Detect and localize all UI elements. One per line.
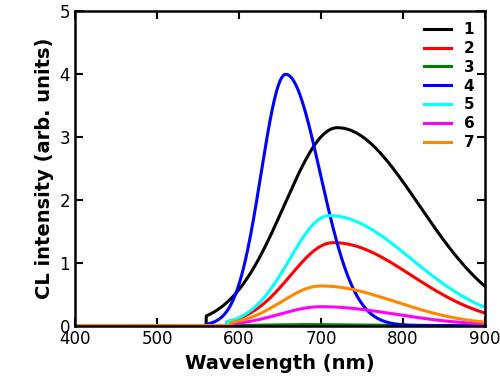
3 — [247, 323, 253, 327]
7 — [72, 323, 78, 328]
7 — [143, 323, 149, 328]
4 — [229, 300, 235, 304]
4 — [430, 323, 436, 328]
3 — [229, 323, 235, 328]
5 — [482, 305, 488, 310]
6 — [229, 321, 235, 326]
5 — [326, 213, 332, 218]
5 — [119, 323, 125, 328]
5 — [430, 274, 436, 278]
7 — [474, 319, 480, 324]
6 — [430, 317, 436, 322]
7 — [482, 320, 488, 324]
7 — [247, 316, 253, 320]
Line: 1: 1 — [75, 128, 485, 326]
Legend: 1, 2, 3, 4, 5, 6, 7: 1, 2, 3, 4, 5, 6, 7 — [418, 16, 480, 156]
5 — [229, 318, 235, 322]
3 — [119, 323, 125, 328]
3 — [302, 322, 308, 327]
7 — [229, 320, 235, 325]
2 — [119, 323, 125, 328]
2 — [482, 311, 488, 315]
4 — [474, 323, 480, 328]
4 — [119, 323, 125, 328]
3 — [482, 323, 488, 328]
Line: 6: 6 — [75, 307, 485, 326]
4 — [283, 72, 289, 77]
7 — [318, 284, 324, 288]
5 — [143, 323, 149, 328]
1 — [119, 323, 125, 328]
1 — [482, 284, 488, 289]
3 — [474, 323, 480, 328]
5 — [72, 323, 78, 328]
2 — [247, 311, 253, 316]
2 — [474, 308, 480, 313]
1 — [334, 125, 340, 130]
6 — [474, 321, 480, 326]
Line: 4: 4 — [75, 74, 485, 326]
1 — [430, 223, 436, 228]
6 — [72, 323, 78, 328]
6 — [318, 304, 324, 309]
2 — [330, 241, 336, 245]
7 — [119, 323, 125, 328]
Line: 5: 5 — [75, 216, 485, 326]
Line: 7: 7 — [75, 286, 485, 326]
Y-axis label: CL intensity (arb. units): CL intensity (arb. units) — [35, 38, 54, 299]
6 — [143, 323, 149, 328]
1 — [72, 323, 78, 328]
1 — [474, 277, 480, 282]
2 — [229, 318, 235, 323]
1 — [143, 323, 149, 328]
5 — [247, 309, 253, 313]
X-axis label: Wavelength (nm): Wavelength (nm) — [185, 354, 375, 373]
5 — [474, 302, 480, 306]
2 — [72, 323, 78, 328]
Line: 3: 3 — [75, 325, 485, 326]
4 — [72, 323, 78, 328]
4 — [482, 323, 488, 328]
6 — [482, 322, 488, 326]
6 — [247, 319, 253, 324]
3 — [72, 323, 78, 328]
2 — [430, 286, 436, 291]
1 — [247, 272, 253, 276]
2 — [143, 323, 149, 328]
6 — [119, 323, 125, 328]
7 — [430, 311, 436, 315]
3 — [143, 323, 149, 328]
3 — [430, 323, 436, 328]
4 — [247, 236, 253, 241]
Line: 2: 2 — [75, 243, 485, 326]
4 — [143, 323, 149, 328]
1 — [229, 295, 235, 300]
